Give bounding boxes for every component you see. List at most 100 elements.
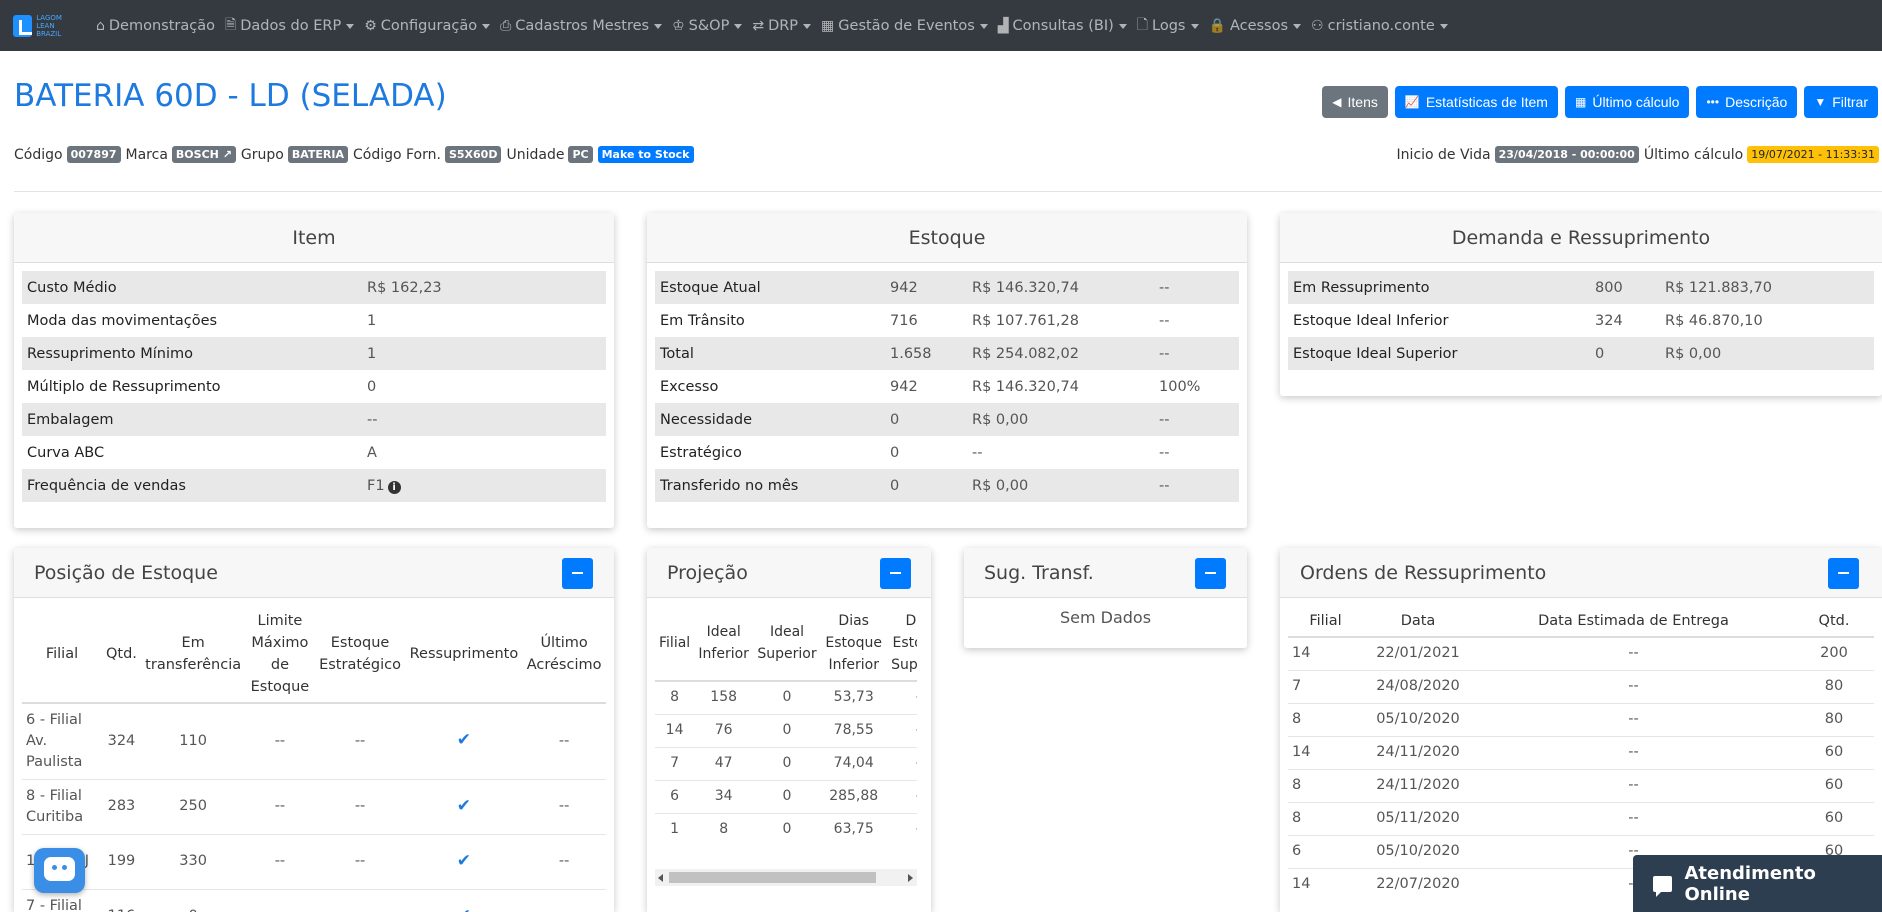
demanda-card-title: Demanda e Ressuprimento bbox=[1280, 213, 1882, 263]
ordens-column-header[interactable]: Data bbox=[1363, 606, 1473, 638]
posicao-column-header[interactable]: Ressuprimento bbox=[405, 606, 523, 704]
projecao-cell: 47 bbox=[694, 746, 754, 780]
posicao-column-header[interactable]: Último Acréscimo bbox=[522, 606, 606, 704]
item-row-value-text: 1 bbox=[367, 345, 377, 362]
posicao-ressuprimento: ✔ bbox=[405, 778, 523, 834]
posicao-card: Posição de Estoque Filial Qtd. Em transfer… bbox=[14, 548, 614, 912]
scrollbar-thumb[interactable] bbox=[669, 872, 876, 883]
nav-item-label: Configuração bbox=[380, 17, 478, 34]
sug-transf-collapse-button[interactable] bbox=[1195, 558, 1226, 589]
posicao-collapse-button[interactable] bbox=[562, 558, 593, 589]
demanda-row-label: Estoque Ideal Superior bbox=[1288, 337, 1590, 370]
estoque-row-label: Em Trânsito bbox=[660, 312, 745, 329]
projecao-cell: 158 bbox=[694, 680, 754, 714]
item-card-title: Item bbox=[14, 213, 614, 263]
projecao-column-header[interactable]: Dias Estoque Inferior bbox=[820, 606, 887, 682]
scroll-left-icon[interactable] bbox=[658, 874, 663, 882]
estoque-row-label: Estoque Atual bbox=[655, 271, 885, 304]
posicao-ultimo: -- bbox=[522, 702, 606, 779]
projecao-cell: 78,55 bbox=[820, 713, 887, 747]
filtrar-button[interactable]: ▼ Filtrar bbox=[1804, 86, 1878, 118]
calculator-icon: ▦ bbox=[1574, 95, 1587, 109]
descricao-button-label: Descrição bbox=[1725, 94, 1788, 110]
posicao-column-header[interactable]: Limite Máximo de Estoque bbox=[245, 606, 315, 704]
item-dates: Inicio de Vida 23/04/2018 - 00:00:00 Últ… bbox=[1397, 146, 1879, 163]
logo-text: LAGOM bbox=[36, 13, 62, 22]
projecao-column-header[interactable]: Dias Estoque Superior bbox=[886, 606, 917, 682]
projecao-collapse-button[interactable] bbox=[880, 558, 911, 589]
nav-item-label: Cadastros Mestres bbox=[515, 17, 650, 34]
lagom-logo[interactable]: LAGOM LEAN BRAZIL bbox=[13, 13, 76, 39]
posicao-title-text: Posição de Estoque bbox=[34, 561, 218, 584]
chatbot-button[interactable] bbox=[34, 848, 85, 893]
posicao-column-header[interactable]: Filial bbox=[22, 606, 102, 704]
nav-item-label: Gestão de Eventos bbox=[838, 17, 975, 34]
ordens-filial: 8 bbox=[1288, 768, 1363, 802]
projecao-cell: 7 bbox=[655, 746, 695, 780]
ordens-column-header[interactable]: Data Estimada de Entrega bbox=[1473, 606, 1794, 638]
posicao-table: Filial Qtd. Em transferência Limite Máximo … bbox=[22, 606, 606, 912]
projecao-cell: 6 bbox=[655, 779, 695, 813]
nav-item-6[interactable]: ▦ Gestão de Eventos bbox=[817, 0, 994, 51]
grupo-label: Grupo bbox=[240, 146, 284, 163]
nav-item-3[interactable]: ⎙ Cadastros Mestres bbox=[496, 0, 668, 51]
nav-item-1[interactable]: 🗎 Dados do ERP bbox=[221, 0, 360, 51]
estoque-row: Estratégico 0 -- -- bbox=[655, 436, 1239, 469]
ordens-card-title: Ordens de Ressuprimento bbox=[1280, 548, 1882, 598]
atendimento-online-button[interactable]: Atendimento Online bbox=[1633, 855, 1882, 912]
nav-item-9[interactable]: 🔒 Acessos bbox=[1205, 0, 1308, 51]
itens-button[interactable]: ◀ Itens bbox=[1322, 86, 1388, 118]
ordens-row: 7 24/08/2020 -- 80 bbox=[1288, 669, 1874, 703]
demanda-row-value: R$ 0,00 bbox=[1660, 337, 1874, 370]
info-icon[interactable]: i bbox=[387, 480, 401, 494]
filter-icon: ▼ bbox=[1814, 95, 1827, 109]
descricao-button[interactable]: ••• Descrição bbox=[1696, 86, 1798, 118]
nav-item-7[interactable]: ▟ Consultas (BI) bbox=[994, 0, 1133, 51]
ultimo-calculo-button[interactable]: ▦ Último cálculo bbox=[1564, 86, 1690, 118]
marca-badge[interactable]: BOSCH ↗ bbox=[171, 146, 236, 163]
ordens-filial: 14 bbox=[1288, 735, 1363, 769]
nav-item-5[interactable]: ⇄ DRP bbox=[748, 0, 817, 51]
projecao-horizontal-scrollbar[interactable] bbox=[655, 869, 917, 886]
demanda-row-qty: 0 bbox=[1590, 337, 1660, 370]
estoque-row-value: R$ 0,00 bbox=[967, 469, 1154, 502]
posicao-transf: 0 bbox=[140, 888, 246, 912]
ordens-column-header[interactable]: Qtd. bbox=[1794, 606, 1874, 638]
posicao-column-header[interactable]: Estoque Estratégico bbox=[314, 606, 406, 704]
nav-item-2[interactable]: ⚙ Configuração bbox=[360, 0, 496, 51]
logo-subtext: LEAN BRAZIL bbox=[36, 21, 62, 38]
scroll-right-icon[interactable] bbox=[908, 874, 913, 882]
item-row-value: F1 i bbox=[362, 469, 606, 502]
estoque-row-qty: 0 bbox=[885, 469, 967, 502]
nav-item-0[interactable]: ⌂ Demonstração bbox=[92, 0, 221, 51]
projecao-cell: 53,73 bbox=[820, 680, 887, 714]
projecao-column-header[interactable]: Ideal Superior bbox=[753, 606, 821, 682]
demanda-row-value: R$ 121.883,70 bbox=[1660, 271, 1874, 304]
projecao-column-header[interactable]: Filial bbox=[655, 606, 695, 682]
ordens-column-header[interactable]: Filial bbox=[1288, 606, 1363, 638]
item-row-value-text: -- bbox=[367, 411, 378, 428]
estatisticas-button[interactable]: 📈 Estatísticas de Item bbox=[1394, 86, 1558, 118]
ultimo-calculo-badge: 19/07/2021 - 11:33:31 bbox=[1747, 146, 1879, 163]
nav-item-4[interactable]: ♔ S&OP bbox=[668, 0, 748, 51]
unidade-label: Unidade bbox=[506, 146, 565, 163]
posicao-column-header[interactable]: Em transferência bbox=[140, 606, 246, 704]
estoque-row-label: Excesso bbox=[660, 378, 719, 395]
nav-item-10[interactable]: ⚇ cristiano.conte bbox=[1307, 0, 1454, 51]
projecao-scroll-area[interactable]: Filial Ideal Inferior Ideal Superior Dias E… bbox=[647, 598, 917, 854]
ordens-row: 14 22/01/2021 -- 200 bbox=[1288, 636, 1874, 670]
nav-item-icon: ⇄ bbox=[752, 17, 765, 34]
ordens-collapse-button[interactable] bbox=[1828, 558, 1859, 589]
posicao-column-header[interactable]: Qtd. bbox=[102, 606, 141, 704]
ordens-filial: 7 bbox=[1288, 669, 1363, 703]
nav-item-8[interactable]: 🗋 Logs bbox=[1133, 0, 1205, 51]
projecao-column-header[interactable]: Ideal Inferior bbox=[694, 606, 754, 682]
estoque-row-pct: -- bbox=[1154, 271, 1239, 304]
ordens-qtd: 200 bbox=[1794, 636, 1874, 670]
header-actions: ◀ Itens 📈 Estatísticas de Item ▦ Último cál… bbox=[1322, 86, 1878, 118]
item-row: Moda das movimentações 1 bbox=[22, 304, 606, 337]
nav-item-icon: ▦ bbox=[821, 17, 835, 34]
checkmark-icon: ✔ bbox=[456, 795, 472, 816]
projecao-cell: 14 bbox=[655, 713, 695, 747]
estoque-table: Estoque Atual 942 R$ 146.320,74 -- Em Trânsi… bbox=[655, 271, 1239, 502]
